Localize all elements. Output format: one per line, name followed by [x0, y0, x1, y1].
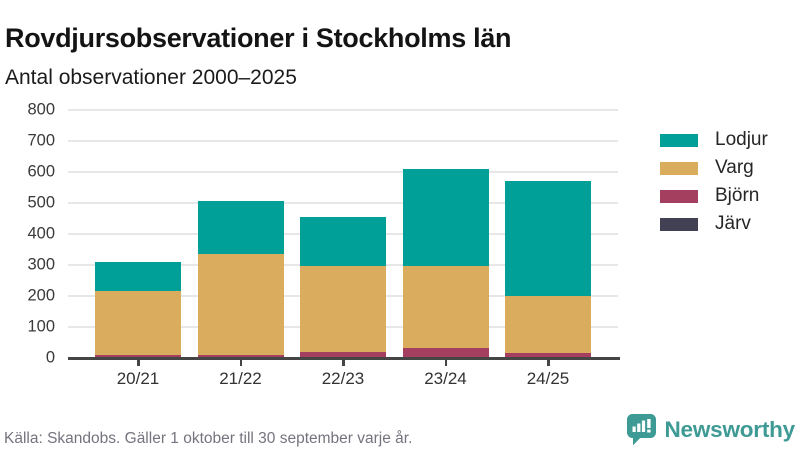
bar-segment-varg-21-22 — [197, 254, 284, 355]
x-tick-label-20-21: 20/21 — [116, 369, 160, 388]
bar-21-22 — [197, 201, 284, 358]
source-note: Källa: Skandobs. Gäller 1 oktober till 3… — [4, 430, 413, 447]
x-tick-mark — [239, 359, 242, 366]
page-title: Rovdjursobservationer i Stockholms län — [5, 23, 512, 54]
y-axis: 0 100 200 300 400 500 600 700 800 — [0, 101, 55, 367]
chart-subtitle: Antal observationer 2000–2025 — [5, 66, 297, 89]
y-tick-label-600: 600 — [27, 162, 55, 181]
legend-swatch-varg — [660, 161, 698, 175]
y-tick-label-100: 100 — [27, 317, 55, 336]
bar-23-24 — [402, 168, 489, 358]
brand-name: Newsworthy — [664, 417, 795, 442]
legend-swatch-lodjur — [660, 133, 698, 147]
bar-22-23 — [300, 216, 386, 358]
y-tick-label-0: 0 — [45, 348, 55, 367]
y-tick-label-400: 400 — [27, 224, 55, 243]
legend-label-järv: Järv — [715, 213, 751, 234]
legend-item-björn: Björn — [660, 182, 768, 210]
bar-segment-björn-20-21 — [95, 354, 181, 358]
plot-area — [68, 109, 620, 360]
legend: Lodjur Varg Björn Järv — [660, 126, 768, 238]
legend-item-järv: Järv — [660, 210, 768, 238]
x-tick-label-22-23: 22/23 — [321, 369, 365, 388]
bar-segment-lodjur-21-22 — [197, 201, 284, 255]
x-tick-mark — [444, 359, 447, 366]
legend-swatch-järv — [660, 217, 698, 231]
newsworthy-logo-icon — [627, 414, 657, 446]
bar-segment-lodjur-22-23 — [300, 216, 386, 266]
gridline-800 — [68, 109, 618, 111]
bar-segment-lodjur-23-24 — [402, 168, 489, 266]
x-tick-mark — [137, 359, 140, 366]
legend-swatch-björn — [660, 189, 698, 203]
gridline-700 — [68, 140, 618, 142]
x-tick-label-24-25: 24/25 — [526, 369, 570, 388]
bar-24-25 — [505, 181, 591, 358]
bar-segment-varg-24-25 — [505, 296, 591, 354]
legend-label-lodjur: Lodjur — [715, 129, 768, 150]
x-axis-line — [68, 357, 620, 360]
bar-segment-björn-21-22 — [197, 354, 284, 358]
y-tick-label-800: 800 — [27, 100, 55, 119]
bar-segment-varg-20-21 — [95, 291, 181, 355]
x-tick-label-21-22: 21/22 — [219, 369, 262, 388]
y-tick-label-700: 700 — [27, 131, 55, 150]
brand-lockup: Newsworthy — [627, 414, 795, 446]
gridline-500 — [68, 202, 618, 204]
legend-item-lodjur: Lodjur — [660, 126, 768, 154]
legend-label-varg: Varg — [715, 157, 754, 178]
x-tick-mark — [342, 359, 345, 366]
y-tick-label-300: 300 — [27, 255, 55, 274]
x-tick-mark — [547, 359, 550, 366]
bar-segment-björn-23-24 — [402, 347, 489, 358]
y-tick-label-500: 500 — [27, 193, 55, 212]
legend-label-björn: Björn — [715, 185, 760, 206]
x-tick-label-23-24: 23/24 — [424, 369, 467, 388]
bar-segment-varg-22-23 — [300, 265, 386, 352]
gridline-600 — [68, 171, 618, 173]
legend-item-varg: Varg — [660, 154, 768, 182]
bar-segment-björn-22-23 — [300, 351, 386, 358]
y-tick-label-200: 200 — [27, 286, 55, 305]
bar-segment-björn-24-25 — [505, 353, 591, 358]
bar-segment-lodjur-20-21 — [95, 261, 181, 292]
bar-20-21 — [95, 261, 181, 358]
bar-segment-lodjur-24-25 — [505, 181, 591, 297]
bar-segment-varg-23-24 — [402, 265, 489, 348]
